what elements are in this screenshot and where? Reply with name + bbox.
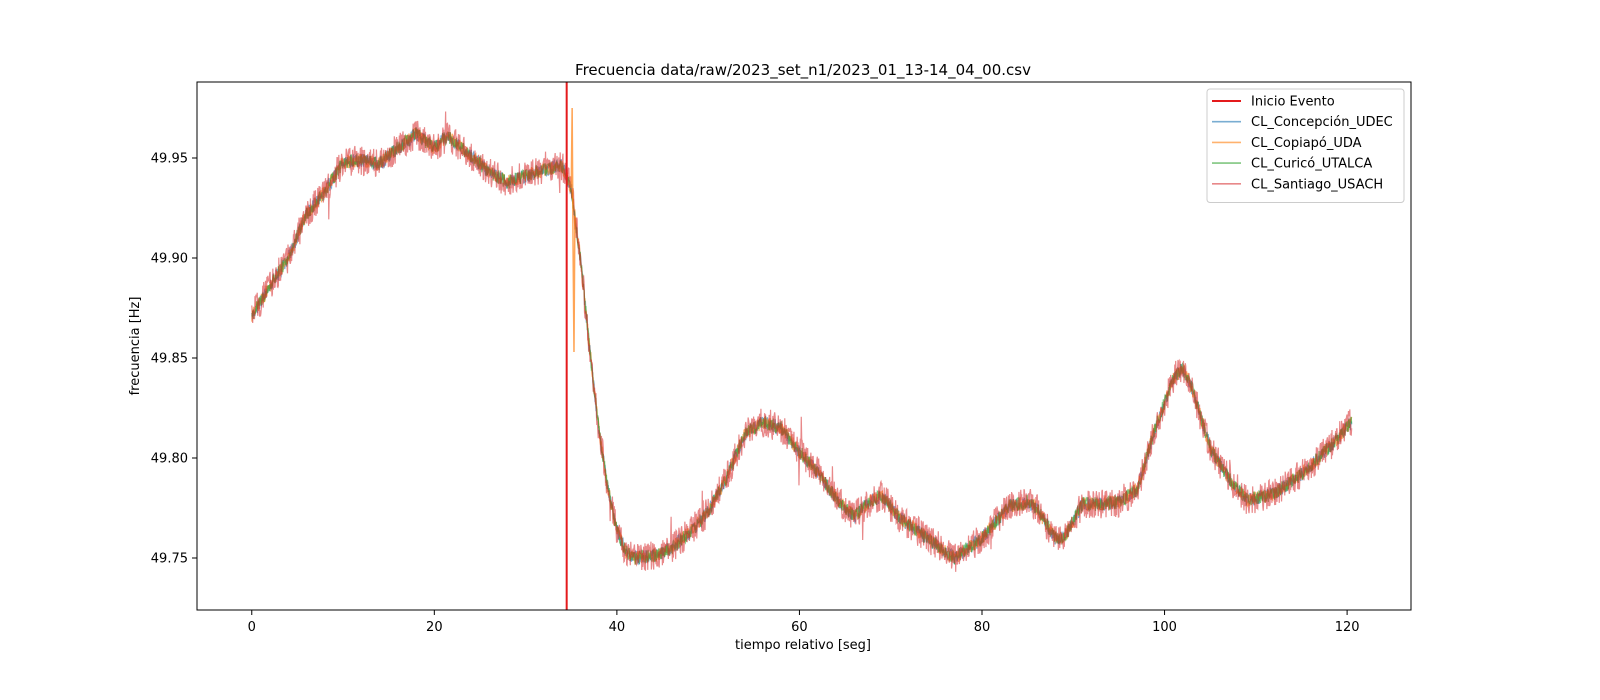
legend-item: CL_Copiapó_UDA	[1251, 136, 1362, 151]
x-axis-label: tiempo relativo [seg]	[735, 638, 871, 653]
legend-item: CL_Santiago_USACH	[1251, 177, 1383, 192]
series-line	[251, 127, 1353, 566]
y-tick-label: 49.75	[151, 552, 188, 567]
y-tick-label: 49.95	[151, 152, 188, 167]
y-tick-label: 49.90	[151, 252, 188, 267]
series-line	[251, 127, 1353, 566]
x-tick-label: 40	[609, 620, 626, 635]
series-spike	[570, 107, 576, 353]
x-tick-label: 60	[791, 620, 808, 635]
plot-frame	[196, 81, 1412, 611]
series-line	[251, 127, 1353, 566]
x-tick-label: 80	[974, 620, 991, 635]
legend-item: CL_Curicó_UTALCA	[1251, 157, 1372, 172]
chart-title: Frecuencia data/raw/2023_set_n1/2023_01_…	[575, 61, 1031, 80]
legend-item: Inicio Evento	[1251, 95, 1335, 110]
y-axis: 49.75 49.80 49.85 49.90 49.95	[151, 152, 197, 567]
x-axis: 0 20 40 60 80 100 120	[248, 610, 1360, 635]
x-tick-label: 100	[1152, 620, 1177, 635]
x-tick-label: 0	[248, 620, 256, 635]
legend-box	[1206, 88, 1405, 203]
y-tick-label: 49.85	[151, 352, 188, 367]
series-layer	[251, 107, 1353, 572]
y-axis-label: frecuencia [Hz]	[128, 297, 143, 396]
x-tick-label: 20	[426, 620, 443, 635]
y-tick-label: 49.80	[151, 452, 188, 467]
x-tick-label: 120	[1335, 620, 1360, 635]
series-line	[251, 111, 1353, 572]
legend-item: CL_Concepción_UDEC	[1251, 115, 1393, 130]
legend: Inicio Evento CL_Concepción_UDEC CL_Copiap…	[1206, 88, 1405, 203]
